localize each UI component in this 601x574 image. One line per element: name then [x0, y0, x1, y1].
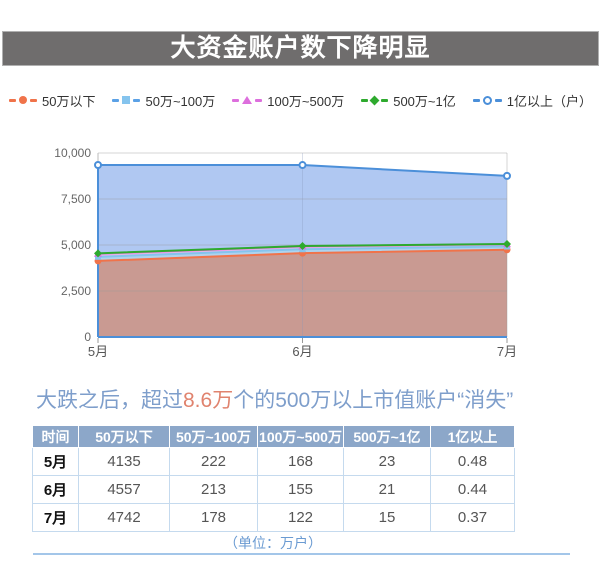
- y-tick-label: 7,500: [61, 192, 91, 206]
- table-body: 5月4135222168230.486月4557213155210.447月47…: [33, 448, 515, 532]
- x-tick-label: 5月: [88, 344, 108, 359]
- legend-dash: [112, 99, 119, 102]
- column-header-4: 500万~1亿: [344, 426, 431, 448]
- table-cell: 122: [258, 504, 344, 532]
- marker-circle-open: [504, 173, 510, 179]
- legend-label: 500万~1亿: [393, 91, 456, 110]
- legend-dash: [232, 99, 239, 102]
- legend-dash: [255, 99, 262, 102]
- column-header-0: 时间: [33, 426, 79, 448]
- legend-item-4[interactable]: 1亿以上（户）: [473, 91, 592, 110]
- circle-marker-icon: [19, 96, 27, 104]
- table-cell: 23: [344, 448, 431, 476]
- table-header-row: 时间50万以下50万~100万100万~500万500万~1亿1亿以上: [33, 426, 515, 448]
- table-cell: 4742: [79, 504, 170, 532]
- column-header-5: 1亿以上: [431, 426, 515, 448]
- row-month-label: 7月: [33, 504, 79, 532]
- table-cell: 4557: [79, 476, 170, 504]
- page: 大资金账户数下降明显 50万以下50万~100万100万~500万500万~1亿…: [0, 0, 601, 574]
- table-cell: 0.44: [431, 476, 515, 504]
- row-month-label: 5月: [33, 448, 79, 476]
- table-header: 时间50万以下50万~100万100万~500万500万~1亿1亿以上: [33, 426, 515, 448]
- legend-dash: [30, 99, 37, 102]
- footer-divider: [33, 553, 570, 555]
- row-month-label: 6月: [33, 476, 79, 504]
- square-marker-icon: [122, 96, 130, 104]
- caption-highlight: 8.6万: [183, 389, 233, 412]
- table-row: 6月4557213155210.44: [33, 476, 515, 504]
- table-cell: 15: [344, 504, 431, 532]
- legend-dash: [473, 99, 480, 102]
- accounts-table: 时间50万以下50万~100万100万~500万500万~1亿1亿以上 5月41…: [32, 425, 515, 532]
- table-cell: 168: [258, 448, 344, 476]
- y-tick-label: 2,500: [61, 284, 91, 298]
- triangle-marker-icon: [242, 96, 252, 104]
- legend-dash: [361, 99, 368, 102]
- page-title: 大资金账户数下降明显: [2, 31, 599, 66]
- caption-prefix: 大跌之后，超过: [36, 389, 183, 412]
- table-cell: 155: [258, 476, 344, 504]
- x-tick-label: 6月: [292, 344, 312, 359]
- area-chart-svg: 0 2,500 5,000 7,500 10,000 5月 6月 7月: [0, 128, 601, 373]
- chart-caption: 大跌之后，超过8.6万个的500万以上市值账户“消失”: [36, 384, 596, 414]
- chart-legend: 50万以下 50万~100万 100万~500万 500万~1亿 1亿以上（户）: [0, 90, 601, 110]
- table-cell: 0.37: [431, 504, 515, 532]
- caption-suffix: 个的500万以上市值账户“消失”: [233, 389, 513, 412]
- legend-label: 50万以下: [42, 91, 95, 110]
- unit-note: （单位：万户）: [32, 533, 514, 553]
- diamond-marker-icon: [370, 95, 380, 105]
- legend-label: 50万~100万: [145, 91, 215, 110]
- table-cell: 0.48: [431, 448, 515, 476]
- legend-dash: [9, 99, 16, 102]
- circle-open-marker-icon: [483, 96, 492, 105]
- table-cell: 213: [170, 476, 258, 504]
- legend-item-2[interactable]: 100万~500万: [232, 91, 344, 110]
- legend-item-0[interactable]: 50万以下: [9, 91, 95, 110]
- column-header-2: 50万~100万: [170, 426, 258, 448]
- x-tick-label: 7月: [497, 344, 517, 359]
- table-row: 7月4742178122150.37: [33, 504, 515, 532]
- y-tick-label: 0: [84, 330, 91, 344]
- legend-dash: [381, 99, 388, 102]
- legend-dash: [133, 99, 140, 102]
- legend-item-1[interactable]: 50万~100万: [112, 91, 215, 110]
- marker-circle-open: [300, 162, 306, 168]
- legend-dash: [495, 99, 502, 102]
- column-header-3: 100万~500万: [258, 426, 344, 448]
- table-cell: 21: [344, 476, 431, 504]
- legend-item-3[interactable]: 500万~1亿: [361, 91, 456, 110]
- legend-label: 1亿以上（户）: [507, 91, 592, 110]
- legend-label: 100万~500万: [267, 91, 344, 110]
- column-header-1: 50万以下: [79, 426, 170, 448]
- y-tick-label: 10,000: [54, 146, 91, 160]
- table-cell: 4135: [79, 448, 170, 476]
- marker-circle-open: [95, 162, 101, 168]
- table-cell: 178: [170, 504, 258, 532]
- table-row: 5月4135222168230.48: [33, 448, 515, 476]
- y-tick-label: 5,000: [61, 238, 91, 252]
- table-cell: 222: [170, 448, 258, 476]
